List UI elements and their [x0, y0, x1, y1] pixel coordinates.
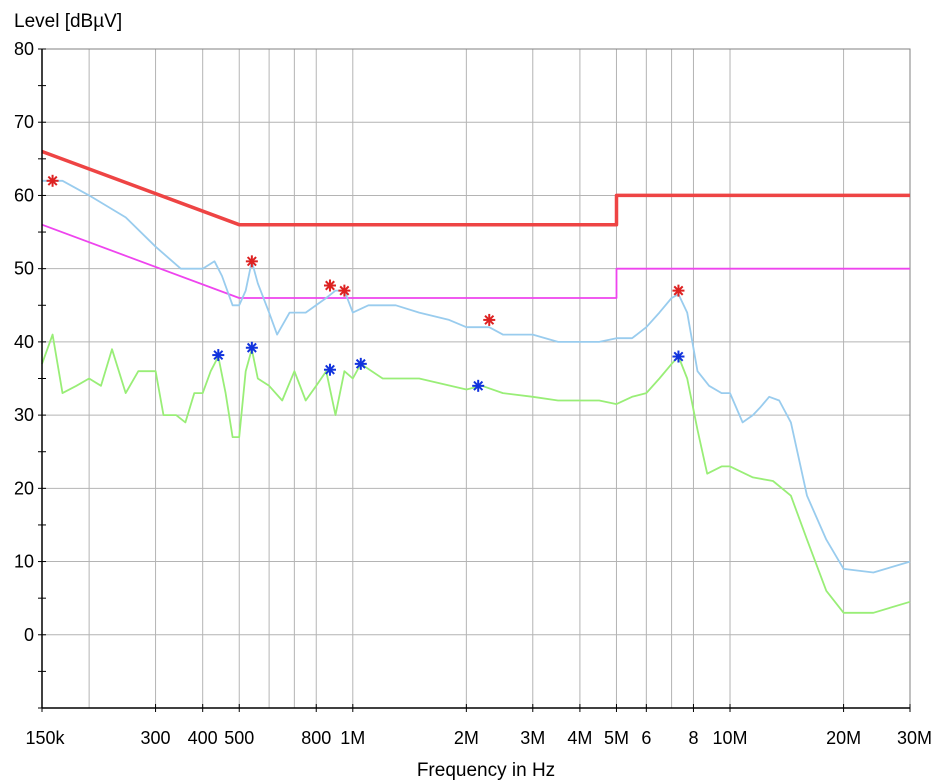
x-tick-label: 10M: [713, 728, 748, 748]
marker-stroke: [47, 175, 58, 186]
series-line-3: [41, 333, 911, 614]
measurement-marker: [338, 284, 351, 297]
marker-stroke: [673, 285, 684, 296]
x-tick-label: 30M: [897, 728, 932, 748]
marker-stroke: [355, 358, 366, 369]
y-tick-label: 10: [14, 552, 34, 572]
y-tick-labels: 0 10 20 30 40 50 60 70 80: [14, 39, 34, 645]
measurement-marker: [354, 357, 367, 370]
plot-frame: [41, 48, 911, 709]
y-tick-label: 30: [14, 405, 34, 425]
measurement-marker: [323, 363, 336, 376]
series-line-2: [42, 179, 911, 574]
marker-stroke: [246, 342, 257, 353]
x-tick-label: 5M: [604, 728, 629, 748]
x-tick-label: 500: [224, 728, 254, 748]
x-tick-label: 400: [188, 728, 218, 748]
measurement-marker: [46, 174, 59, 187]
measurement-marker: [245, 255, 258, 268]
x-tick-label: 1M: [340, 728, 365, 748]
x-tick-label: 20M: [826, 728, 861, 748]
x-tick-label: 800: [301, 728, 331, 748]
series-line-1: [41, 223, 910, 299]
x-tick-label: 150k: [25, 728, 65, 748]
measurement-marker: [212, 349, 225, 362]
marker-stroke: [473, 380, 484, 391]
measurement-marker: [672, 284, 685, 297]
y-axis-title: Level [dBµV]: [14, 11, 122, 32]
measurement-marker: [472, 379, 485, 392]
y-tick-label: 60: [14, 185, 34, 205]
series-line-0: [41, 149, 910, 227]
marker-stroke: [325, 280, 335, 291]
x-tick-label: 4M: [567, 728, 592, 748]
x-tick-labels: 150k 300 400 500 800 1M 2M 3M 4M 5M 6 8 10M 20M 30M: [25, 728, 932, 748]
y-tick-label: 80: [14, 39, 34, 59]
measurement-marker: [483, 313, 496, 326]
y-tick-label: 20: [14, 478, 34, 498]
measurement-marker: [245, 341, 258, 354]
x-tick-label: 300: [141, 728, 171, 748]
x-tick-label: 8: [688, 728, 698, 748]
axes-layer: [38, 48, 911, 712]
marker-stroke: [673, 351, 684, 362]
marker-layer: [46, 174, 685, 392]
x-tick-label: 6: [641, 728, 651, 748]
marker-stroke: [213, 350, 224, 361]
grid-lines: [41, 48, 911, 709]
x-tick-label: 2M: [454, 728, 479, 748]
marker-stroke: [484, 314, 495, 325]
marker-stroke: [325, 364, 335, 375]
x-axis-title: Frequency in Hz: [417, 760, 555, 781]
x-tick-label: 3M: [520, 728, 545, 748]
marker-stroke: [246, 256, 257, 267]
measurement-marker: [672, 350, 685, 363]
measurement-marker: [323, 279, 336, 292]
y-tick-label: 0: [24, 625, 34, 645]
marker-stroke: [339, 285, 350, 296]
y-tick-label: 50: [14, 259, 34, 279]
y-tick-label: 40: [14, 332, 34, 352]
y-tick-label: 70: [14, 112, 34, 132]
series-layer: [41, 149, 911, 614]
